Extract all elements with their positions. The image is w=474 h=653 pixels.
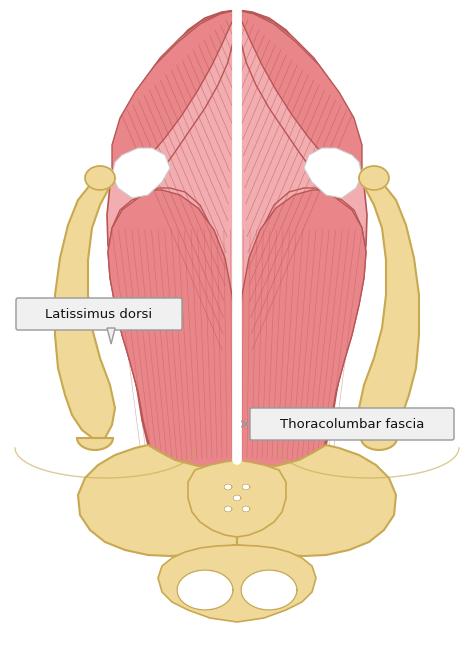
- Polygon shape: [107, 328, 115, 344]
- Text: Thoracolumbar fascia: Thoracolumbar fascia: [280, 417, 424, 430]
- Polygon shape: [108, 188, 237, 473]
- FancyBboxPatch shape: [250, 408, 454, 440]
- Polygon shape: [237, 10, 362, 178]
- Polygon shape: [359, 166, 389, 190]
- Polygon shape: [237, 10, 367, 473]
- Polygon shape: [177, 570, 233, 610]
- Polygon shape: [237, 188, 366, 473]
- Polygon shape: [115, 10, 237, 195]
- Polygon shape: [241, 570, 297, 610]
- Polygon shape: [158, 545, 316, 622]
- Polygon shape: [233, 495, 241, 501]
- Polygon shape: [85, 166, 115, 190]
- Polygon shape: [242, 484, 250, 490]
- Polygon shape: [242, 506, 250, 512]
- Polygon shape: [112, 10, 237, 178]
- Polygon shape: [188, 460, 286, 537]
- Polygon shape: [77, 438, 113, 450]
- Polygon shape: [237, 190, 366, 473]
- Polygon shape: [107, 10, 237, 473]
- Polygon shape: [224, 484, 232, 490]
- Polygon shape: [55, 175, 115, 440]
- Polygon shape: [108, 190, 237, 473]
- Polygon shape: [112, 148, 170, 198]
- Text: Latissimus dorsi: Latissimus dorsi: [46, 308, 153, 321]
- Polygon shape: [237, 445, 396, 556]
- Polygon shape: [78, 445, 237, 556]
- Polygon shape: [359, 175, 419, 440]
- FancyBboxPatch shape: [16, 298, 182, 330]
- Polygon shape: [361, 438, 397, 450]
- Polygon shape: [237, 10, 359, 195]
- Polygon shape: [224, 506, 232, 512]
- Polygon shape: [304, 148, 362, 198]
